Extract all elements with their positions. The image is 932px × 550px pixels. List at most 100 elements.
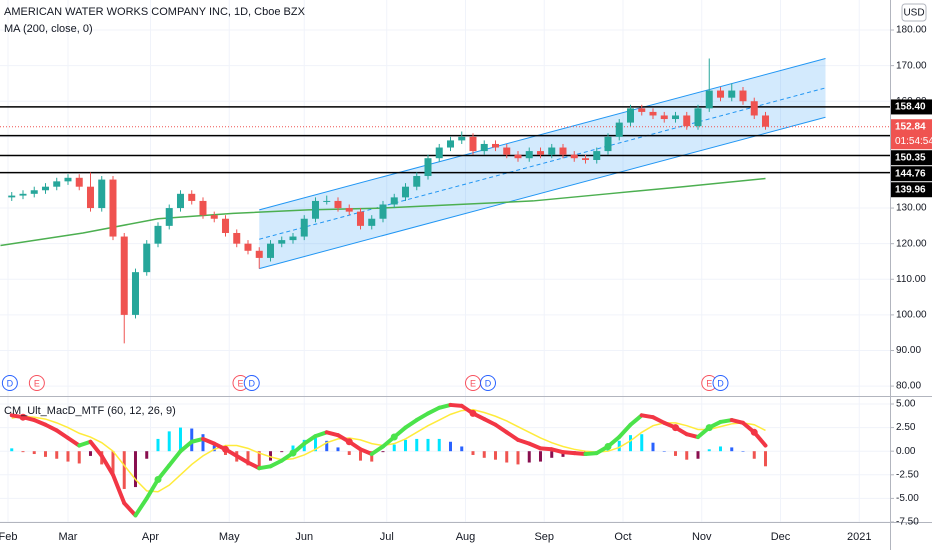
candle-body bbox=[86, 186, 94, 209]
candle-body bbox=[278, 240, 286, 244]
candle-body bbox=[570, 154, 578, 159]
histogram-bar bbox=[415, 438, 419, 452]
currency-label: USD bbox=[903, 8, 924, 19]
candle-body bbox=[131, 272, 139, 315]
candle-body bbox=[334, 200, 342, 209]
candle-body bbox=[413, 176, 421, 187]
histogram-bar bbox=[347, 451, 351, 455]
histogram-bar bbox=[223, 451, 227, 455]
signal-line bbox=[11, 408, 766, 493]
candle-body bbox=[660, 115, 668, 120]
x-tick-label: Apr bbox=[142, 531, 159, 543]
histogram-bar bbox=[358, 451, 362, 461]
candle-body bbox=[683, 115, 691, 127]
channel-fill bbox=[259, 58, 826, 269]
chart-title: AMERICAN WATER WORKS COMPANY INC, 1D, Cb… bbox=[4, 6, 306, 18]
candle-body bbox=[705, 90, 713, 109]
grid-layer bbox=[0, 0, 890, 523]
candle-body bbox=[593, 151, 601, 160]
candle-body bbox=[8, 195, 16, 198]
candle-body bbox=[581, 158, 589, 160]
ma-legend: MA (200, close, 0) bbox=[4, 23, 93, 35]
candle-body bbox=[210, 215, 218, 219]
histogram-bar bbox=[201, 434, 205, 452]
macd-segment bbox=[290, 441, 307, 456]
candle-body bbox=[120, 236, 128, 315]
macd-segment bbox=[403, 418, 419, 430]
macd-segment bbox=[144, 477, 160, 501]
candle-body bbox=[143, 243, 151, 273]
histogram-bar bbox=[426, 438, 430, 452]
channel-lower bbox=[259, 116, 826, 270]
y-tick-label: 0.00 bbox=[896, 446, 916, 457]
histogram-bar bbox=[403, 439, 407, 452]
histogram-bar bbox=[651, 442, 655, 452]
candle-body bbox=[379, 204, 387, 219]
event-marker bbox=[1, 375, 18, 391]
histogram-bar bbox=[325, 440, 329, 452]
y-tick-label: 80.00 bbox=[896, 381, 921, 392]
candle-body bbox=[503, 147, 511, 155]
x-tick-label: 2021 bbox=[847, 531, 871, 543]
histogram-bar bbox=[640, 434, 644, 452]
histogram-bar bbox=[437, 438, 441, 452]
x-tick-label: Dec bbox=[771, 531, 791, 543]
macd-segment bbox=[392, 425, 408, 440]
candle-body bbox=[199, 200, 207, 216]
macd-segment bbox=[200, 436, 217, 446]
candle-body bbox=[401, 186, 409, 198]
candle-body bbox=[446, 140, 454, 148]
candle-body bbox=[491, 143, 499, 148]
currency-button[interactable] bbox=[901, 3, 927, 22]
candle-body bbox=[30, 190, 38, 194]
candle-body bbox=[548, 147, 556, 155]
event-label: E bbox=[237, 378, 243, 388]
candle-body bbox=[19, 193, 27, 196]
histogram-bar bbox=[505, 451, 509, 463]
x-tick-label: Mar bbox=[59, 531, 78, 543]
histogram-bar bbox=[336, 447, 340, 452]
macd-segment bbox=[122, 501, 138, 518]
candle-body bbox=[244, 243, 252, 251]
candle-body bbox=[716, 90, 724, 98]
event-label: D bbox=[717, 378, 724, 388]
macd-segment bbox=[605, 435, 622, 449]
histogram-bar bbox=[145, 451, 149, 459]
histogram-bar bbox=[471, 451, 475, 455]
event-label: D bbox=[248, 378, 255, 388]
candle-body bbox=[154, 225, 162, 244]
candle-body bbox=[64, 177, 72, 182]
histogram-bar bbox=[32, 451, 36, 455]
macd-segment bbox=[178, 439, 194, 454]
candle-body bbox=[469, 136, 477, 152]
y-tick-label: 5.00 bbox=[896, 399, 916, 410]
macd-segment bbox=[54, 428, 70, 440]
histogram-bar bbox=[111, 451, 115, 475]
candle-body bbox=[649, 111, 657, 116]
x-tick-label: Nov bbox=[692, 531, 712, 543]
candle-body bbox=[615, 122, 623, 137]
histogram-bar bbox=[763, 451, 767, 467]
macd-segment bbox=[88, 439, 104, 458]
histogram-bar bbox=[246, 451, 250, 466]
macd-segment bbox=[32, 418, 48, 427]
histogram-bar bbox=[752, 451, 756, 459]
candle-body bbox=[638, 108, 646, 112]
candle-body bbox=[480, 143, 488, 152]
macd-segment bbox=[223, 447, 239, 458]
histogram-bar bbox=[730, 447, 734, 452]
x-tick-label: May bbox=[219, 531, 240, 543]
candle-body bbox=[345, 208, 353, 212]
candle-body bbox=[233, 232, 241, 244]
histogram-bar bbox=[381, 451, 385, 453]
histogram-bar bbox=[696, 451, 700, 459]
candle-body bbox=[424, 158, 432, 177]
macd-segment bbox=[133, 496, 149, 518]
candle-body bbox=[390, 197, 398, 205]
price-label-box bbox=[891, 150, 932, 166]
histogram-bar bbox=[662, 451, 666, 452]
macd-title: CM_Ult_MacD_MTF (60, 12, 26, 9) bbox=[4, 405, 176, 417]
